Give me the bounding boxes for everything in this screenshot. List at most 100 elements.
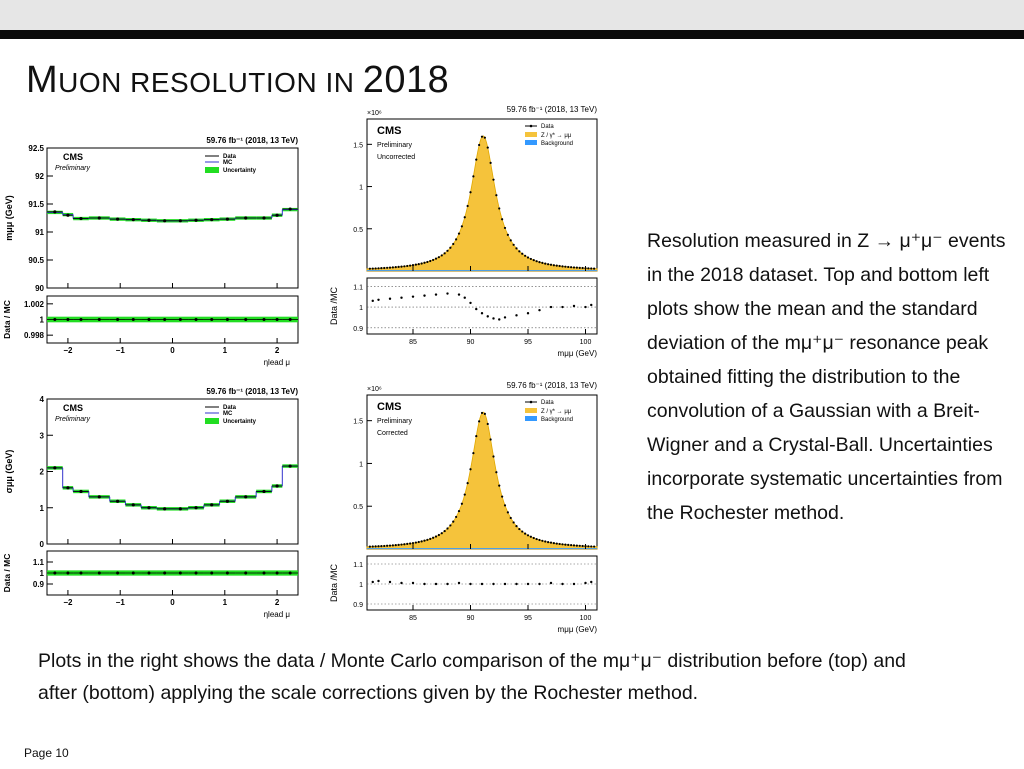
- data-point: [115, 217, 120, 221]
- ratio-axis-label: Data / MC: [2, 300, 12, 339]
- x-tick-label: 90: [467, 339, 475, 346]
- data-point: [463, 493, 466, 496]
- data-point: [400, 265, 403, 268]
- legend-uncertainty-marker: [205, 418, 219, 424]
- legend-data-label: Data: [223, 405, 237, 411]
- ratio-point: [434, 293, 438, 296]
- data-point: [429, 537, 432, 540]
- data-point: [538, 261, 541, 264]
- data-point: [590, 267, 593, 270]
- data-point: [483, 136, 486, 139]
- preliminary-label: Preliminary: [55, 416, 91, 423]
- data-point: [147, 506, 151, 510]
- ratio-point: [400, 581, 403, 585]
- data-point: [492, 178, 495, 181]
- data-point: [515, 524, 518, 528]
- data-point: [575, 266, 578, 269]
- correction-label: Corrected: [377, 430, 408, 437]
- data-point: [561, 543, 564, 546]
- data-point: [178, 507, 182, 511]
- ratio-point: [79, 571, 83, 575]
- slide-title: MUON RESOLUTION IN 2018: [26, 58, 449, 105]
- data-point: [495, 471, 498, 474]
- ratio-point: [584, 581, 587, 585]
- data-point: [368, 545, 371, 548]
- ratio-point: [210, 318, 214, 321]
- x-axis-label: mμμ (GeV): [558, 625, 598, 634]
- data-point: [506, 233, 509, 236]
- data-point: [541, 539, 544, 542]
- data-point: [498, 484, 501, 487]
- bottom-paragraph: Plots in the right shows the data / Mont…: [38, 650, 906, 704]
- data-point: [475, 158, 478, 161]
- data-point: [547, 541, 550, 544]
- y-tick-label: 1: [359, 185, 363, 192]
- ratio-y-tick-label: 0.998: [24, 331, 45, 340]
- ratio-y-tick-label: 0.9: [353, 602, 363, 609]
- data-point: [391, 266, 394, 269]
- ratio-axis-label: Data /MC: [329, 286, 339, 325]
- y-tick-label: 92.5: [28, 144, 44, 153]
- data-point: [578, 544, 581, 547]
- cms-label: CMS: [63, 403, 83, 413]
- ratio-y-tick-label: 0.9: [33, 580, 45, 589]
- data-point: [244, 216, 248, 220]
- data-point: [414, 541, 417, 544]
- data-point: [414, 263, 417, 266]
- data-point: [455, 515, 458, 519]
- ratio-point: [469, 301, 472, 305]
- data-point: [466, 482, 469, 485]
- data-point: [53, 466, 57, 470]
- data-point: [570, 544, 573, 547]
- legend-uncertainty-label: Uncertainty: [223, 419, 257, 425]
- data-point: [452, 520, 455, 523]
- data-point: [443, 252, 446, 255]
- ratio-point: [549, 581, 553, 585]
- data-point: [475, 435, 478, 438]
- data-point: [66, 486, 70, 490]
- mc-background-area: [367, 548, 597, 549]
- data-point: [374, 267, 377, 270]
- data-point: [501, 495, 504, 498]
- data-point: [446, 527, 449, 530]
- ratio-point: [53, 318, 57, 321]
- data-point: [409, 264, 412, 267]
- ratio-point: [526, 582, 530, 586]
- ratio-point: [244, 318, 248, 321]
- ratio-point: [388, 580, 392, 584]
- ratio-point: [446, 582, 449, 586]
- legend-background-marker: [525, 140, 537, 145]
- data-point: [115, 499, 120, 503]
- y-tick-label: 91: [35, 228, 44, 237]
- data-point: [440, 532, 443, 535]
- x-tick-label: −2: [63, 598, 73, 607]
- ratio-point: [411, 581, 415, 585]
- data-point: [368, 267, 371, 270]
- ratio-point: [97, 571, 101, 575]
- data-point: [446, 249, 449, 252]
- correction-label: Uncorrected: [377, 154, 415, 161]
- data-point: [388, 544, 392, 547]
- data-point: [526, 256, 530, 259]
- x-tick-label: 2: [275, 598, 280, 607]
- data-point: [397, 265, 400, 269]
- ratio-point: [262, 318, 266, 321]
- ratio-point: [423, 294, 426, 297]
- data-point: [420, 262, 423, 265]
- legend-uncertainty-marker: [205, 167, 219, 173]
- y-axis-label: σμμ (GeV): [4, 450, 14, 494]
- data-point: [449, 246, 452, 249]
- mean-vs-eta-plot: 59.76 fb⁻¹ (2018, 13 TeV) 92.5 92 91.5 91 90.…: [2, 136, 299, 367]
- ratio-point: [469, 582, 472, 586]
- preliminary-label: Preliminary: [55, 165, 91, 172]
- ratio-point: [515, 582, 518, 586]
- data-point: [460, 502, 463, 505]
- data-point: [587, 267, 590, 270]
- ratio-point: [549, 305, 553, 309]
- ratio-point: [572, 582, 576, 586]
- data-point: [178, 219, 182, 223]
- data-point: [492, 455, 495, 458]
- x-tick-label: −2: [63, 346, 73, 355]
- scale-label: ×10⁶: [367, 110, 382, 117]
- data-point: [374, 545, 377, 548]
